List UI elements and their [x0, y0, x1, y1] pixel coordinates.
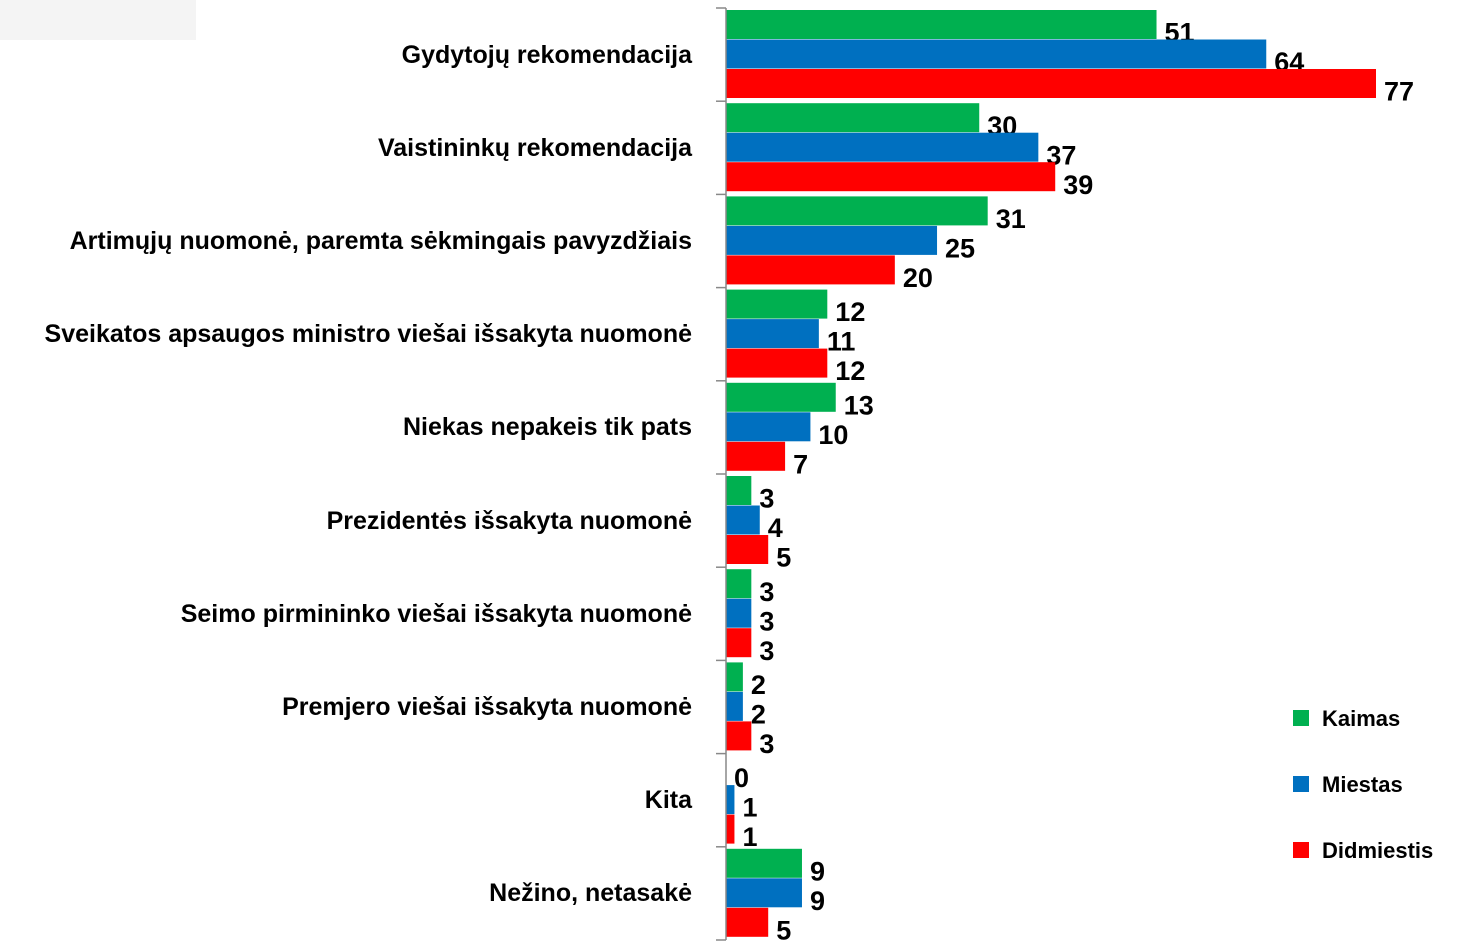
bar [726, 907, 769, 937]
value-label: 5 [776, 543, 791, 573]
value-label: 11 [827, 327, 856, 357]
bar [726, 382, 836, 412]
bar [726, 225, 938, 255]
value-label: 7 [793, 449, 808, 479]
value-label: 9 [810, 886, 825, 916]
bar [726, 476, 752, 505]
bar [726, 505, 760, 535]
category-text: Prezidentės išsakyta nuomonė [326, 506, 692, 535]
category-label: Kita [0, 754, 692, 847]
bar [726, 348, 828, 378]
category-label: Seimo pirmininko viešai išsakyta nuomonė [0, 567, 692, 660]
category-label: Prezidentės išsakyta nuomonė [0, 474, 692, 567]
bar [726, 598, 752, 628]
bar [726, 39, 1267, 69]
bar [726, 10, 1157, 39]
category-label: Vaistininkų rekomendacija [0, 101, 692, 194]
bar [726, 691, 743, 721]
value-label: 10 [818, 420, 848, 450]
category-text: Kita [644, 786, 692, 815]
value-label: 3 [759, 484, 774, 514]
value-label: 3 [759, 577, 774, 607]
bar [726, 662, 743, 692]
bar [726, 69, 1376, 98]
category-label: Sveikatos apsaugos ministro viešai išsak… [0, 288, 692, 381]
value-label: 9 [810, 856, 825, 886]
legend-swatch [1293, 842, 1309, 858]
value-label: 4 [768, 513, 783, 543]
bar [726, 814, 735, 844]
bar [726, 162, 1056, 192]
legend-label: Miestas [1322, 772, 1403, 797]
bar [726, 289, 828, 319]
category-text: Vaistininkų rekomendacija [377, 133, 692, 162]
category-label: Nežino, netasakė [0, 847, 692, 940]
value-label: 2 [751, 700, 766, 730]
value-label: 5 [776, 915, 791, 945]
category-text: Niekas nepakeis tik pats [402, 413, 692, 442]
value-label: 1 [742, 822, 757, 852]
value-label: 12 [835, 356, 865, 386]
value-label: 0 [734, 763, 749, 793]
category-text: Gydytojų rekomendacija [401, 40, 692, 69]
value-label: 3 [759, 606, 774, 636]
category-text: Sveikatos apsaugos ministro viešai išsak… [44, 320, 692, 349]
value-label: 3 [759, 636, 774, 666]
bar [726, 255, 895, 285]
bar [726, 535, 769, 564]
bar [726, 132, 1039, 162]
bar [726, 319, 819, 349]
bar [726, 412, 811, 442]
value-label: 2 [751, 670, 766, 700]
legend-label: Didmiestis [1322, 838, 1433, 863]
bar [726, 628, 752, 658]
category-text: Premjero viešai išsakyta nuomonė [282, 692, 692, 721]
category-text: Nežino, netasakė [489, 879, 692, 908]
bar [726, 441, 786, 471]
value-label: 3 [759, 729, 774, 759]
bar [726, 569, 752, 599]
bar [726, 785, 735, 815]
category-label: Premjero viešai išsakyta nuomonė [0, 660, 692, 753]
value-label: 13 [844, 390, 874, 420]
category-text: Seimo pirmininko viešai išsakyta nuomonė [180, 599, 692, 628]
value-label: 31 [996, 204, 1026, 234]
value-label: 1 [742, 793, 757, 823]
legend-label: Kaimas [1322, 706, 1400, 731]
legend-swatch [1293, 710, 1309, 726]
bar [726, 196, 988, 226]
category-label: Niekas nepakeis tik pats [0, 381, 692, 474]
bar [726, 848, 802, 878]
value-label: 39 [1063, 170, 1093, 200]
category-text: Artimųjų nuomonė, paremta sėkmingais pav… [69, 226, 692, 255]
value-label: 77 [1384, 77, 1414, 107]
value-label: 12 [835, 297, 865, 327]
legend-swatch [1293, 776, 1309, 792]
bar [726, 878, 802, 908]
bar [726, 103, 980, 133]
value-label: 20 [903, 263, 933, 293]
value-label: 25 [945, 234, 975, 264]
category-label: Artimųjų nuomonė, paremta sėkmingais pav… [0, 194, 692, 287]
corner-box [0, 0, 196, 40]
category-label: Gydytojų rekomendacija [0, 8, 692, 101]
bar [726, 721, 752, 751]
